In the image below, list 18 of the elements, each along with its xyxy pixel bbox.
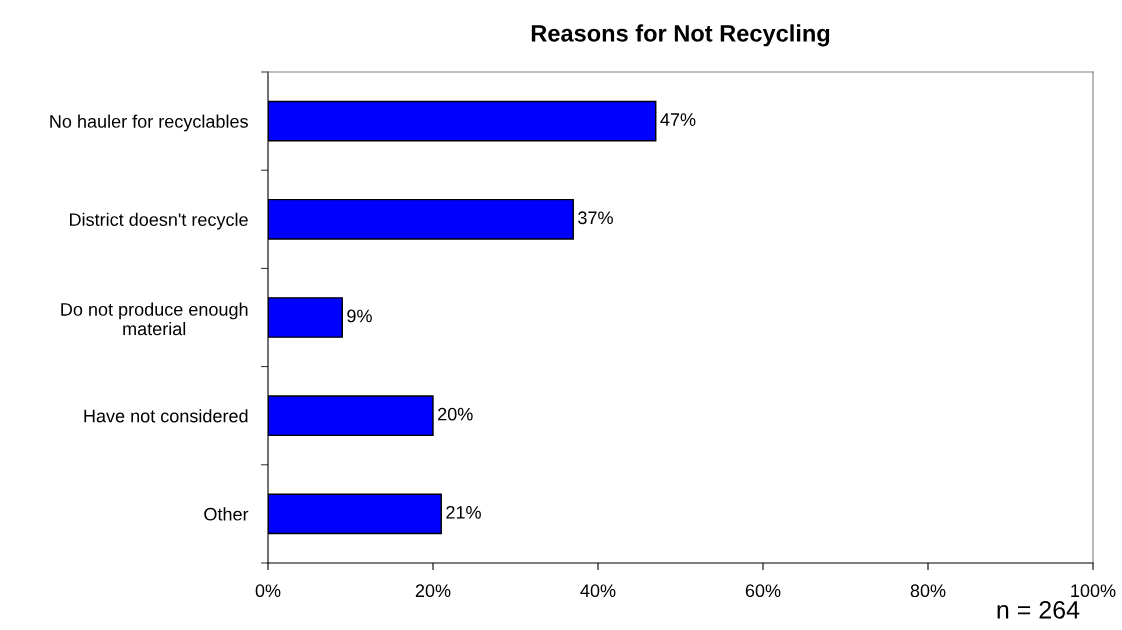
- y-tick-label: Other: [204, 507, 249, 521]
- chart-title: Reasons for Not Recycling: [531, 24, 830, 47]
- x-tick-label: 80%: [910, 584, 946, 598]
- data-label: 20%: [438, 407, 473, 421]
- y-tick-label: District doesn't recycle: [70, 212, 248, 230]
- data-label: 37%: [578, 211, 613, 225]
- x-tick-label: 60%: [745, 584, 781, 598]
- x-tick-label: 0%: [255, 584, 281, 598]
- data-label: 47%: [660, 113, 696, 126]
- y-tick-label: Have not considered: [84, 409, 248, 423]
- data-label: 21%: [446, 505, 481, 519]
- x-tick-label: 20%: [415, 584, 451, 598]
- data-label: 9%: [347, 309, 372, 323]
- y-tick-label: Do not produce enough material: [61, 302, 248, 336]
- x-tick-label: 100%: [1071, 584, 1116, 598]
- y-tick-label: No hauler for recyclables: [50, 114, 248, 132]
- x-tick-label: 40%: [580, 584, 616, 598]
- text: n = 264: [997, 601, 1080, 619]
